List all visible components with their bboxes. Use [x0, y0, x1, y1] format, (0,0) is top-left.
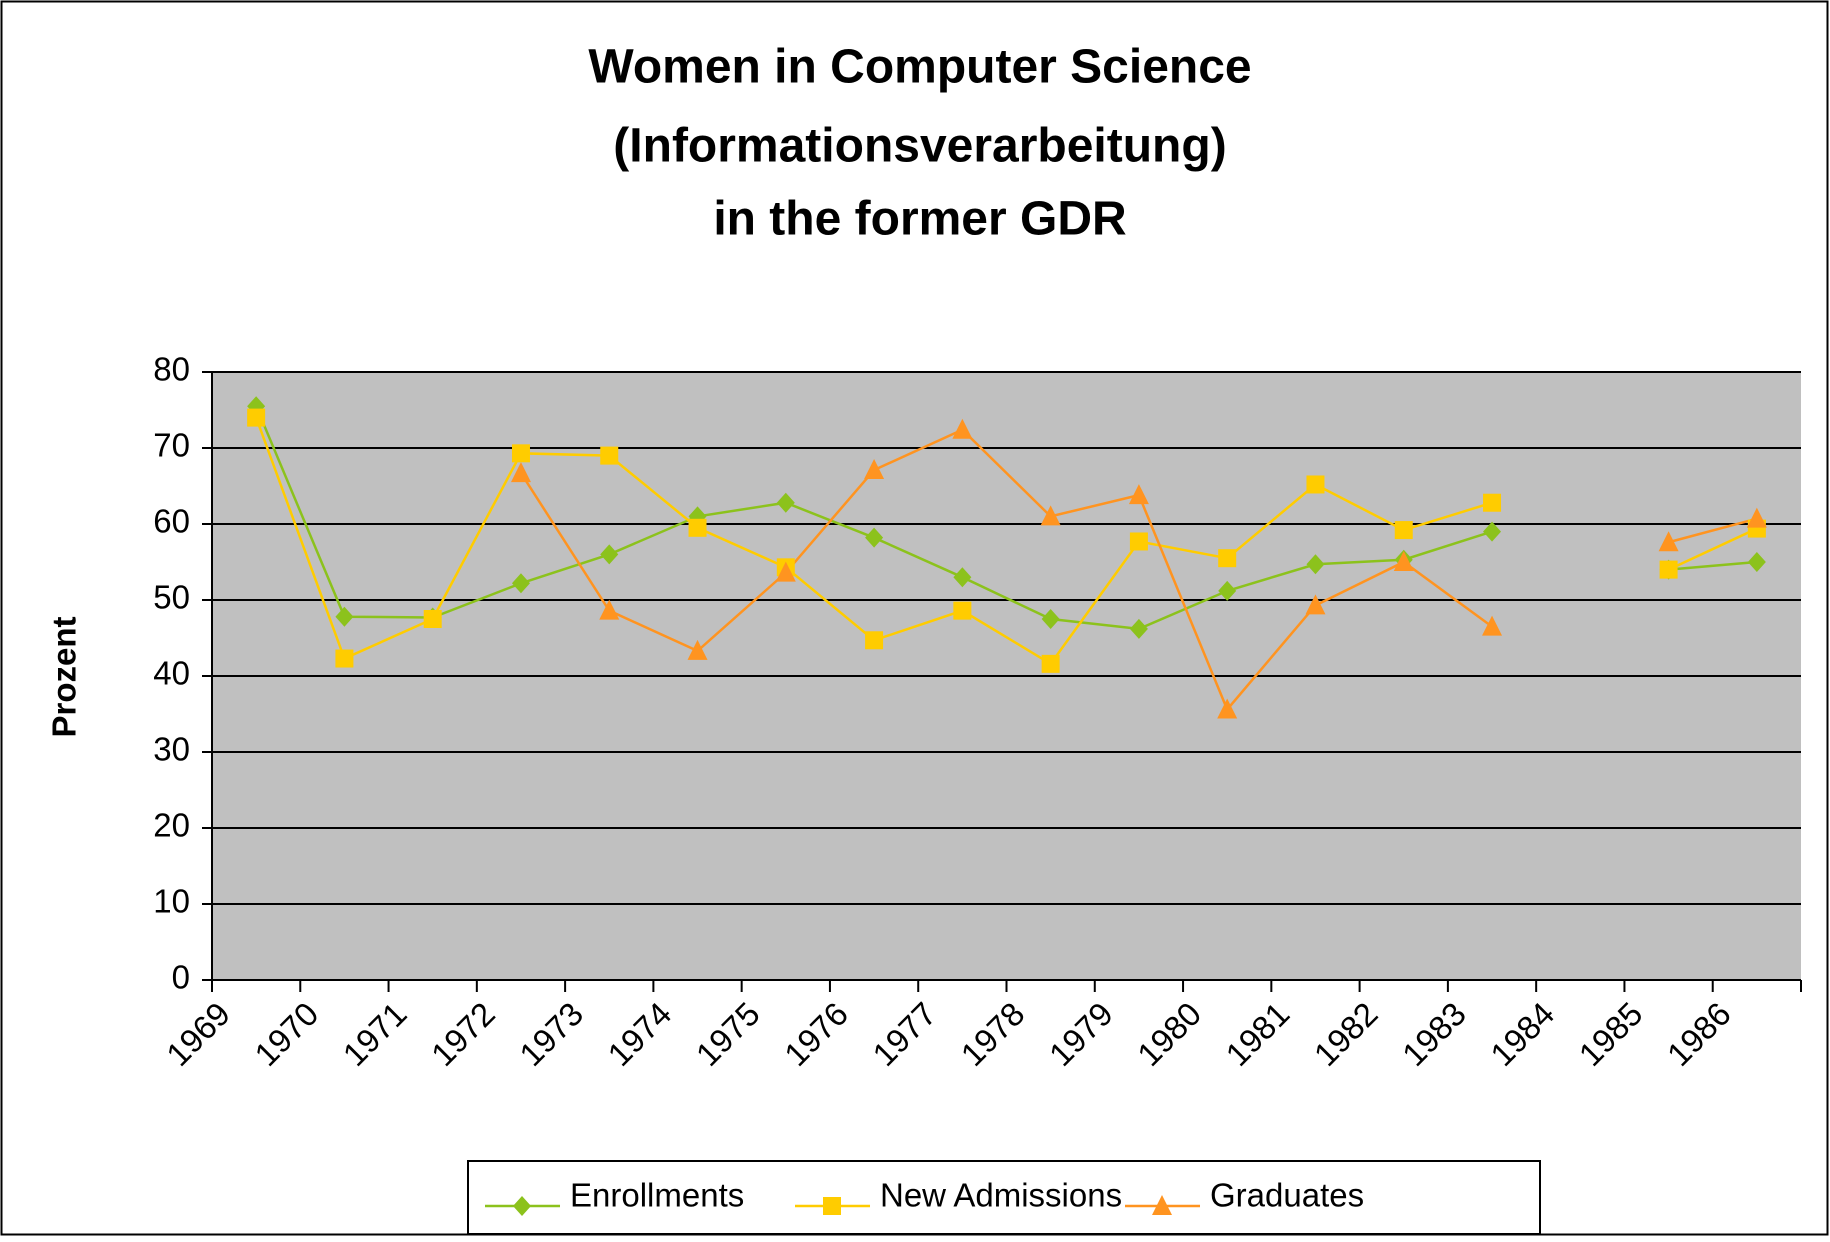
marker — [1306, 475, 1325, 494]
y-tick-label: 80 — [153, 351, 190, 388]
marker — [1483, 521, 1502, 542]
chart-title: (Informationsverarbeitung) — [613, 120, 1226, 173]
marker — [335, 649, 354, 668]
marker — [247, 408, 266, 427]
marker — [1152, 1195, 1172, 1215]
marker — [510, 462, 531, 483]
marker — [599, 599, 620, 620]
marker — [1483, 493, 1502, 512]
y-axis-label: Prozent — [46, 616, 83, 737]
marker — [1128, 484, 1149, 505]
marker — [1040, 505, 1061, 526]
marker — [1393, 551, 1414, 571]
marker — [1394, 521, 1413, 540]
y-tick-label: 70 — [153, 427, 190, 464]
marker — [513, 1196, 531, 1216]
marker — [1041, 609, 1060, 629]
marker — [335, 606, 354, 627]
y-tick-label: 60 — [153, 503, 190, 540]
marker — [1746, 507, 1767, 528]
marker — [1217, 698, 1238, 719]
marker — [776, 492, 795, 513]
chart-title: Women in Computer Science — [588, 41, 1251, 94]
marker — [1658, 531, 1679, 552]
marker — [865, 631, 884, 650]
marker — [600, 544, 619, 565]
marker — [1659, 560, 1678, 579]
y-tick-label: 20 — [153, 807, 190, 844]
marker — [1129, 532, 1148, 551]
marker — [823, 1197, 841, 1215]
marker — [953, 567, 972, 588]
marker — [865, 527, 884, 548]
marker — [1482, 615, 1503, 636]
marker — [423, 610, 442, 628]
marker — [953, 601, 972, 620]
legend-box — [467, 1160, 1541, 1235]
marker — [1306, 554, 1325, 575]
legend-label: Enrollments — [570, 1177, 744, 1214]
series-line — [519, 428, 1758, 712]
y-tick-label: 50 — [153, 579, 190, 616]
y-tick-label: 40 — [153, 655, 190, 692]
legend-label: Graduates — [1210, 1177, 1364, 1214]
marker — [688, 518, 707, 537]
marker — [775, 561, 796, 582]
marker — [511, 573, 530, 594]
marker — [511, 444, 530, 463]
marker — [864, 459, 885, 480]
marker — [687, 639, 708, 660]
chart-title: in the former GDR — [713, 193, 1126, 246]
y-tick-label: 30 — [153, 731, 190, 768]
marker — [1218, 549, 1237, 568]
marker — [1747, 552, 1766, 572]
marker — [952, 418, 973, 439]
marker — [1041, 654, 1060, 673]
marker — [1129, 618, 1148, 639]
marker — [1218, 580, 1237, 601]
legend-label: New Admissions — [880, 1177, 1122, 1214]
marker — [600, 446, 619, 465]
y-tick-label: 0 — [172, 959, 190, 996]
marker — [1305, 594, 1326, 615]
y-tick-label: 10 — [153, 883, 190, 920]
